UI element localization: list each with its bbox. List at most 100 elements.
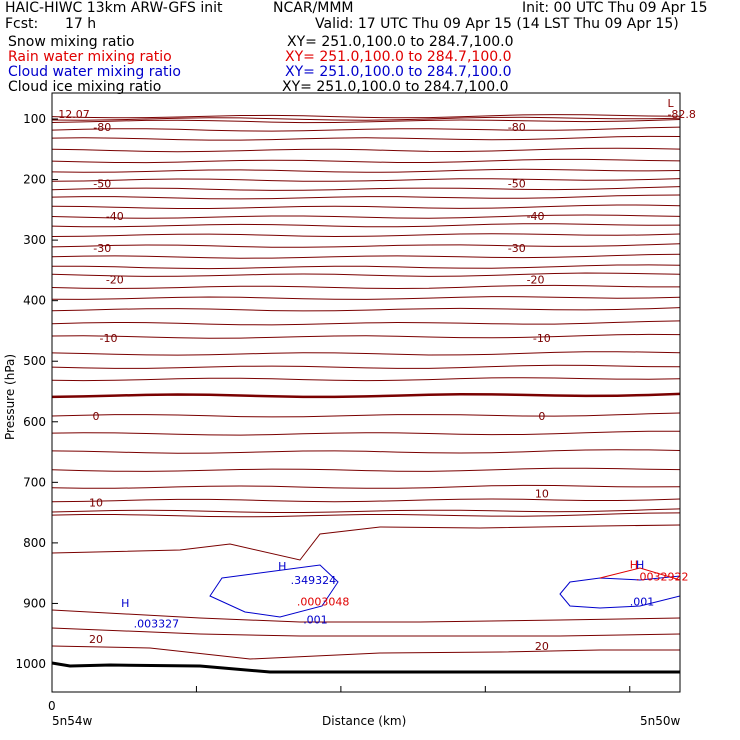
temperature-contour-label: -80 <box>93 121 111 134</box>
y-tick-label: 1000 <box>15 657 46 671</box>
isotherm-line <box>51 284 680 290</box>
y-tick-label: 100 <box>23 112 46 126</box>
isotherm-line <box>51 264 681 270</box>
y-axis-label: Pressure (hPa) <box>3 354 17 440</box>
extrema-label: H <box>278 560 286 573</box>
header-init: Init: 00 UTC Thu 09 Apr 15 <box>522 0 708 16</box>
isotherm-line <box>51 307 681 312</box>
extrema-label: .003327 <box>134 618 180 631</box>
temperature-contour-label: -30 <box>508 242 526 255</box>
isotherm-line <box>51 168 681 173</box>
x-tick-0: 0 <box>48 699 56 713</box>
temperature-contours <box>51 114 681 660</box>
extrema-label: H <box>121 597 129 610</box>
isotherm-line <box>51 194 681 200</box>
isotherm-line <box>51 449 681 454</box>
field-name-snow: Snow mixing ratio <box>8 34 135 50</box>
isotherm-line <box>51 253 681 259</box>
x-end-label-right: 5n50w <box>640 714 681 728</box>
rain-water-contour <box>599 567 681 581</box>
extrema-label: .349324 <box>291 574 337 587</box>
isotherm-line <box>51 351 681 356</box>
isotherm-line <box>51 233 681 238</box>
temperature-contour-label: 0 <box>538 410 545 423</box>
x-end-label-left: 5n54w <box>52 714 93 728</box>
plot-frame <box>51 92 681 693</box>
isotherm-line <box>51 223 681 228</box>
temperature-contour-label: 20 <box>89 633 103 646</box>
temperature-contour-label: -80 <box>508 121 526 134</box>
y-tick-label: 400 <box>23 294 46 308</box>
extrema-label: .001 <box>630 595 655 608</box>
isotherm-line <box>51 178 681 182</box>
cloud-water-contour <box>559 575 681 609</box>
extrema-label: .0003048 <box>297 595 350 608</box>
field-name-cloudwater: Cloud water mixing ratio <box>8 64 181 80</box>
y-tick-label: 500 <box>23 354 46 368</box>
isotherm-line <box>51 512 681 518</box>
isotherm-line <box>51 627 681 637</box>
isotherm-line <box>51 467 681 472</box>
temperature-contour-label: -10 <box>100 332 118 345</box>
isotherm-line <box>51 119 681 124</box>
isotherm-line <box>51 645 680 660</box>
header-fcst-value: 17 h <box>65 16 97 32</box>
header-fcst-label: Fcst: <box>5 16 39 32</box>
extrema-label: L <box>667 97 674 110</box>
temperature-contour-label: -10 <box>533 332 551 345</box>
extrema-label: 12.07 <box>58 108 90 121</box>
isotherm-line <box>51 498 681 503</box>
temperature-contour-label: -50 <box>508 177 526 190</box>
field-xy-snow: XY= 251.0,100.0 to 284.7,100.0 <box>287 34 514 50</box>
isotherm-line <box>51 243 681 248</box>
temperature-contour-label: -20 <box>106 274 124 287</box>
contour-labels: -80 -80 -50 -50 -40 -40 -30 -30 -20 -20 -10 -10 0 0 10… <box>58 97 696 653</box>
isotherm-line <box>51 364 681 369</box>
isotherm-line <box>51 116 681 121</box>
field-name-cloudice: Cloud ice mixing ratio <box>8 79 162 95</box>
header-title: HAIC-HIWC 13km ARW-GFS init <box>5 0 223 16</box>
extrema-label: H <box>630 558 638 571</box>
isotherm-line <box>51 126 681 132</box>
y-tick-label: 300 <box>23 233 46 247</box>
extrema-label: .0032922 <box>636 570 689 583</box>
header-valid: Valid: 17 UTC Thu 09 Apr 15 (14 LST Thu … <box>315 16 679 32</box>
header-org: NCAR/MMM <box>273 0 354 16</box>
extrema-label: H <box>636 558 644 571</box>
isotherm-line <box>51 186 681 191</box>
isotherm-line <box>51 609 681 623</box>
isotherm-line <box>51 296 681 300</box>
terrain-line <box>51 661 680 674</box>
field-xy-cloudice: XY= 251.0,100.0 to 284.7,100.0 <box>282 79 509 95</box>
y-tick-label: 600 <box>23 415 46 429</box>
temperature-contour-label: 10 <box>535 487 549 500</box>
isotherm-line <box>51 392 681 399</box>
isotherm-line <box>51 430 680 436</box>
extrema-label: -82.8 <box>667 108 695 121</box>
temperature-contour-label: -20 <box>527 274 545 287</box>
cloud-water-contour <box>209 564 339 618</box>
isotherm-line <box>51 508 681 513</box>
y-tick-label: 700 <box>23 475 46 489</box>
isotherm-line <box>51 484 681 489</box>
isotherm-line <box>51 272 681 277</box>
isotherm-line <box>51 524 681 561</box>
temperature-contour-label: -30 <box>93 242 111 255</box>
y-tick-label: 800 <box>23 536 46 550</box>
isotherm-line <box>51 135 681 141</box>
isotherm-line <box>51 320 681 326</box>
cloud-water-contours <box>209 564 681 618</box>
isotherm-line <box>51 214 681 219</box>
isotherm-line <box>51 158 681 164</box>
y-tick-label: 900 <box>23 596 46 610</box>
x-axis-label: Distance (km) <box>322 714 406 728</box>
y-tick-label: 200 <box>23 173 46 187</box>
field-name-rain: Rain water mixing ratio <box>8 49 172 65</box>
isotherm-line <box>51 333 681 339</box>
temperature-contour-label: 10 <box>89 497 103 510</box>
isotherm-line <box>51 204 681 209</box>
temperature-contour-label: 0 <box>92 410 99 423</box>
field-xy-cloudwater: XY= 251.0,100.0 to 284.7,100.0 <box>285 64 512 80</box>
temperature-contour-label: -40 <box>527 210 545 223</box>
